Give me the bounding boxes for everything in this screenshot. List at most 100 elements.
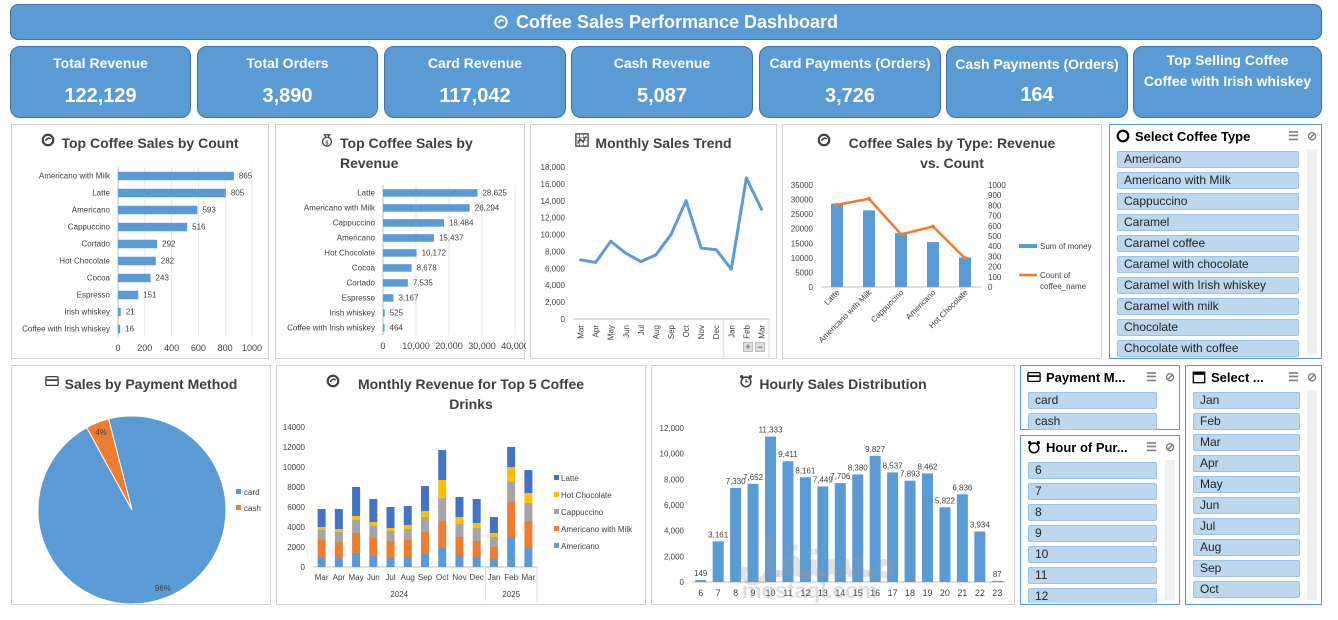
panel-title: $ Top Coffee Sales by Revenue: [276, 125, 524, 173]
data-point: [759, 207, 763, 211]
hour-item[interactable]: 6: [1028, 462, 1157, 479]
hour-item[interactable]: 9: [1028, 525, 1157, 542]
coffee-type-item[interactable]: Caramel coffee: [1117, 235, 1299, 252]
data-point: [624, 251, 628, 255]
category-label: Americano: [904, 288, 938, 322]
coffee-type-item[interactable]: Chocolate: [1117, 319, 1299, 336]
clear-filter-icon[interactable]: ⊘: [1164, 370, 1175, 384]
tick-label: 10000: [791, 254, 814, 263]
bar-segment: [524, 503, 533, 521]
multi-select-icon[interactable]: ☰: [1146, 370, 1157, 384]
tick-label: 0: [115, 343, 120, 353]
panel-title-text: Monthly Revenue for Top 5 Coffee Drinks: [357, 376, 585, 412]
coffee-type-item[interactable]: Caramel with chocolate: [1117, 256, 1299, 273]
tick-label: 10,000: [402, 341, 430, 351]
month-item[interactable]: Jul: [1193, 518, 1300, 535]
multi-select-icon[interactable]: ☰: [1288, 370, 1299, 384]
scrollbar[interactable]: [1307, 390, 1317, 600]
bar-segment: [472, 541, 481, 557]
year-label: 2024: [390, 590, 408, 599]
tick-label: 200: [137, 343, 152, 353]
bar: [118, 222, 188, 232]
panel-title: Monthly Revenue for Top 5 Coffee Drinks: [277, 366, 645, 414]
bar-segment: [403, 557, 412, 567]
hour-item[interactable]: 11: [1028, 567, 1157, 584]
multi-select-icon[interactable]: ☰: [1146, 440, 1157, 454]
category-label: Espresso: [342, 294, 376, 303]
category-label: 22: [975, 588, 985, 598]
month-item[interactable]: Mar: [1193, 434, 1300, 451]
clear-filter-icon[interactable]: ⊘: [1306, 370, 1317, 384]
clear-filter-icon[interactable]: ⊘: [1164, 440, 1175, 454]
tick-label: 35000: [791, 181, 814, 190]
bar-segment: [317, 540, 326, 557]
payment-method-item[interactable]: card: [1028, 392, 1157, 409]
payment-method-item[interactable]: cash: [1028, 413, 1157, 430]
bar-segment: [524, 470, 533, 493]
category-label: Hot Chocolate: [324, 249, 375, 258]
scrollbar[interactable]: [1307, 149, 1317, 354]
bar-segment: [334, 509, 343, 529]
month-item[interactable]: Oct: [1193, 581, 1300, 598]
multi-select-icon[interactable]: ☰: [1288, 129, 1299, 143]
data-label: 10,172: [422, 249, 447, 258]
hour-item[interactable]: 7: [1028, 483, 1157, 500]
coffee-type-item[interactable]: Americano: [1117, 151, 1299, 168]
data-point: [639, 260, 643, 264]
coffee-type-item[interactable]: Caramel with milk: [1117, 298, 1299, 315]
data-point: [579, 258, 583, 262]
bar: [383, 249, 417, 257]
month-item[interactable]: Feb: [1193, 413, 1300, 430]
panel-title-text: Monthly Sales Trend: [595, 135, 732, 151]
data-label: 21: [126, 308, 135, 317]
hour-item[interactable]: 10: [1028, 546, 1157, 563]
tick-label: 4,000: [664, 527, 685, 536]
data-label: 16: [125, 325, 134, 334]
kpi-label: Total Orders: [246, 55, 329, 71]
hour-item[interactable]: 8: [1028, 504, 1157, 521]
bar-segment: [455, 497, 464, 517]
data-point: [963, 256, 967, 261]
month-item[interactable]: Aug: [1193, 539, 1300, 556]
data-label: 805: [231, 189, 245, 198]
tick-label: 18,000: [541, 163, 566, 172]
legend-label: cash: [244, 504, 261, 513]
hour-item[interactable]: 12: [1028, 588, 1157, 603]
kpi-label: Cash Payments (Orders): [955, 56, 1119, 72]
coffee-type-item[interactable]: Caramel with Irish whiskey: [1117, 277, 1299, 294]
watermark-latin: mostaql.com: [742, 578, 878, 603]
panel-count: Top Coffee Sales by Count 0 200 400 600 800 1…: [11, 124, 269, 359]
bar-segment: [524, 493, 533, 503]
bar-segment: [472, 523, 481, 528]
panel-title: Sales by Payment Method: [12, 366, 270, 394]
calendar-icon: [1192, 371, 1206, 384]
scrollbar[interactable]: [1165, 460, 1175, 600]
month-item[interactable]: Jun: [1193, 497, 1300, 514]
coffee-type-item[interactable]: Caramel: [1117, 214, 1299, 231]
bar: [118, 188, 226, 198]
month-item[interactable]: May: [1193, 476, 1300, 493]
coffee-type-item[interactable]: Americano with Milk: [1117, 172, 1299, 189]
coffee-type-item[interactable]: Chocolate with coffee: [1117, 340, 1299, 357]
kpi-value: 3,726: [824, 85, 876, 107]
collapse-button[interactable]: −: [755, 342, 765, 352]
tick-label: 0: [809, 283, 814, 292]
bar: [799, 477, 811, 582]
month-item[interactable]: Jan: [1193, 392, 1300, 409]
bar-segment: [455, 524, 464, 537]
month-item[interactable]: Sep: [1193, 560, 1300, 577]
coffee-type-item[interactable]: Cappuccino: [1117, 193, 1299, 210]
bar: [118, 307, 121, 317]
data-label: 26,294: [475, 204, 500, 213]
bar: [118, 324, 121, 334]
bar-segment: [507, 502, 516, 537]
legend-label: card: [244, 488, 260, 497]
month-item[interactable]: Apr: [1193, 455, 1300, 472]
expand-button[interactable]: +: [743, 342, 753, 352]
category-label: Jan: [727, 325, 736, 338]
clear-filter-icon[interactable]: ⊘: [1306, 129, 1317, 143]
alarm-clock-icon: [740, 375, 753, 388]
tick-label: 4000: [287, 523, 305, 532]
bar: [383, 204, 470, 212]
category-label: 19: [922, 588, 932, 598]
